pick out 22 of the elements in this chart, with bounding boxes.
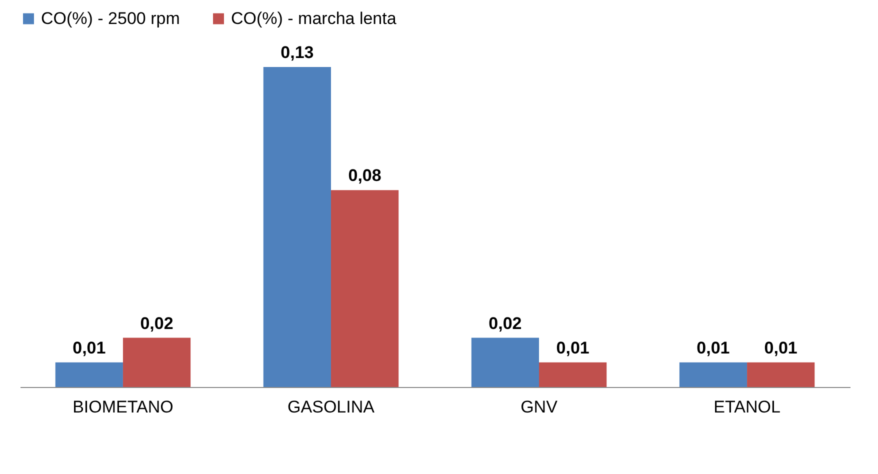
x-tick-label: GASOLINA [288, 398, 376, 416]
x-tick-label: GNV [520, 398, 558, 416]
data-label: 0,08 [348, 166, 382, 186]
bar [122, 338, 191, 387]
data-label: 0,01 [696, 338, 730, 358]
bar [55, 362, 123, 387]
data-label: 0,01 [72, 338, 106, 358]
data-label: 0,13 [280, 43, 314, 62]
bar [471, 338, 540, 387]
data-label: 0,01 [764, 338, 798, 358]
data-label: 0,01 [556, 338, 590, 358]
x-tick-label: BIOMETANO [72, 398, 174, 416]
bar [747, 362, 815, 387]
legend-label: CO(%) - 2500 rpm [41, 8, 180, 28]
x-tick-label: ETANOL [714, 398, 780, 416]
bar [263, 67, 331, 387]
bar [539, 362, 607, 387]
data-label: 0,02 [140, 314, 174, 333]
legend-label: CO(%) - marcha lenta [231, 8, 397, 28]
bar [330, 190, 399, 387]
bar [679, 362, 748, 387]
data-label: 0,02 [488, 314, 522, 333]
